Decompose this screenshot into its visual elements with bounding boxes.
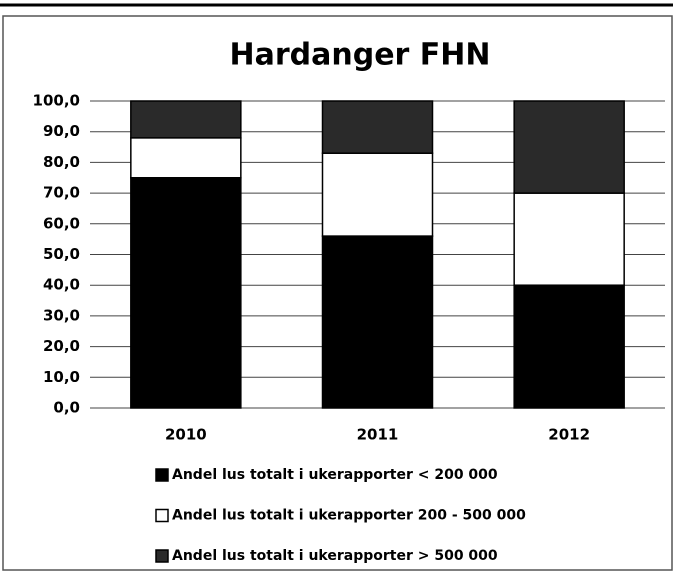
y-tick-label: 60,0: [43, 214, 80, 232]
x-tick-label: 2011: [357, 426, 399, 444]
bar-segment: [321, 152, 434, 237]
bar-segment: [321, 235, 434, 409]
bar-segment: [513, 192, 625, 286]
bar-segment: [130, 177, 242, 409]
bar-segment: [513, 100, 625, 194]
y-tick-label: 90,0: [43, 122, 80, 140]
legend-label: Andel lus totalt i ukerapporter 200 - 50…: [172, 508, 526, 524]
y-tick-label: 10,0: [43, 368, 80, 386]
chart-frame: [2, 15, 673, 571]
y-tick-label: 80,0: [43, 153, 80, 171]
legend-swatch: [155, 468, 169, 482]
y-tick-label: 0,0: [53, 399, 80, 417]
y-tick-label: 70,0: [43, 184, 80, 202]
bar-segment: [130, 137, 242, 179]
y-tick-label: 50,0: [43, 245, 80, 263]
bar-segment: [130, 100, 242, 139]
bar-segment: [513, 284, 625, 409]
x-tick-label: 2010: [165, 426, 207, 444]
legend-swatch: [155, 508, 169, 523]
y-tick-label: 20,0: [43, 337, 80, 355]
y-tick-label: 30,0: [43, 306, 80, 324]
legend-swatch: [155, 549, 169, 563]
legend-label: Andel lus totalt i ukerapporter > 500 00…: [172, 548, 498, 564]
chart-title: Hardanger FHN: [230, 38, 491, 73]
y-tick-label: 40,0: [43, 276, 80, 294]
legend-label: Andel lus totalt i ukerapporter < 200 00…: [172, 467, 498, 483]
x-tick-label: 2012: [548, 426, 590, 444]
bar-segment: [321, 100, 434, 154]
y-tick-label: 100,0: [33, 92, 80, 110]
